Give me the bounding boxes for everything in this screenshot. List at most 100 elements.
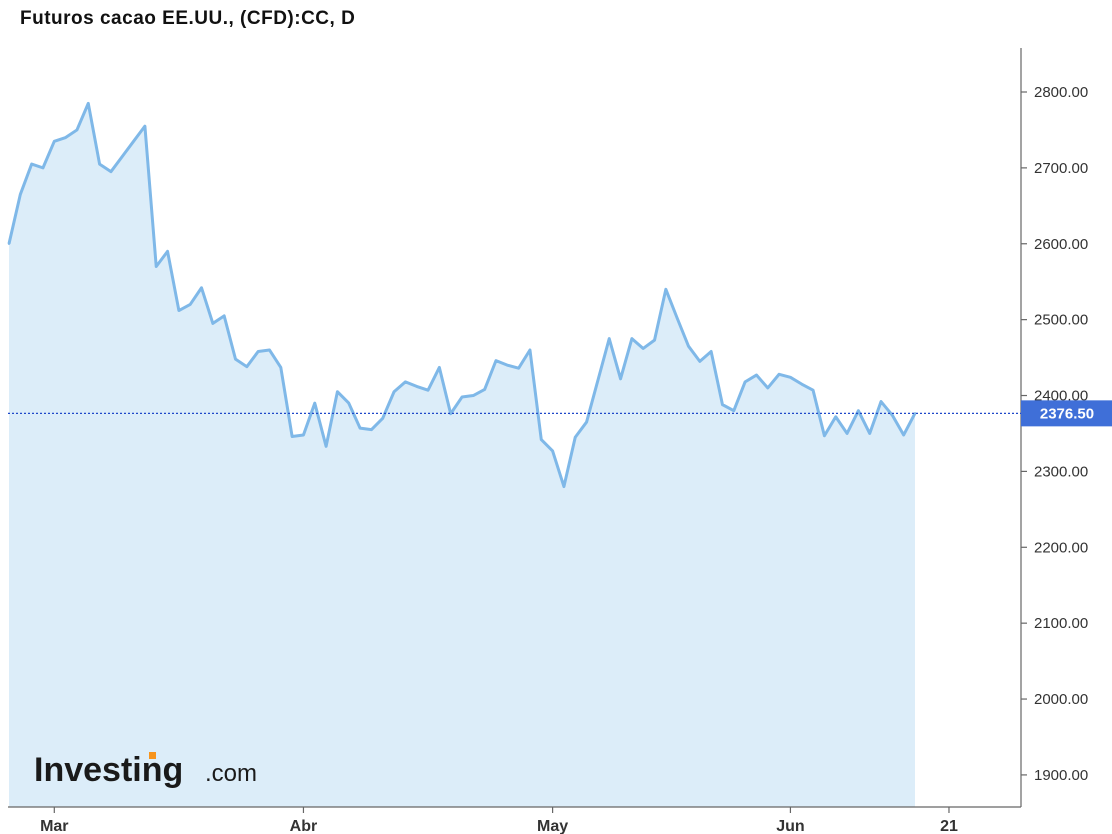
data-point xyxy=(630,337,634,340)
price-axis: 1900.00 2000.00 2100.00 2200.00 2300.00 2400.… xyxy=(1020,48,1088,807)
data-point xyxy=(653,338,656,342)
chart-title: Futuros cacao EE.UU., (CFD):CC, D xyxy=(20,8,356,29)
data-point xyxy=(868,432,871,435)
data-point xyxy=(381,417,384,420)
data-point xyxy=(528,348,532,352)
data-point xyxy=(98,162,101,166)
data-point xyxy=(75,128,79,132)
data-point xyxy=(279,366,282,369)
y-tick-label: 2200.00 xyxy=(1034,539,1088,556)
data-point xyxy=(268,348,271,352)
data-point xyxy=(540,438,543,441)
data-point xyxy=(483,388,486,391)
data-point xyxy=(415,385,418,388)
data-point xyxy=(155,265,158,268)
data-point xyxy=(132,140,135,143)
data-point xyxy=(857,409,860,412)
data-point xyxy=(211,322,215,325)
data-point xyxy=(313,401,316,405)
data-point xyxy=(19,193,22,196)
data-point xyxy=(732,409,735,412)
logo-suffix: .com xyxy=(205,760,257,787)
y-tick-label: 2400.00 xyxy=(1034,388,1088,405)
data-point xyxy=(426,389,430,392)
data-point xyxy=(472,394,475,397)
date-axis: Mar Abr May Jun 21 xyxy=(8,806,1021,834)
data-point xyxy=(721,403,724,406)
data-point xyxy=(664,288,668,291)
data-point xyxy=(811,389,815,392)
x-tick-label: May xyxy=(537,818,568,834)
data-point xyxy=(562,485,566,488)
data-point xyxy=(494,359,498,362)
y-tick-label: 2800.00 xyxy=(1034,84,1088,101)
data-point xyxy=(404,380,407,384)
data-point xyxy=(121,155,124,158)
data-point xyxy=(642,347,645,350)
data-point xyxy=(608,337,611,340)
data-point xyxy=(777,373,781,376)
data-point xyxy=(392,390,396,393)
data-point xyxy=(7,242,11,245)
data-point xyxy=(675,316,679,320)
data-point xyxy=(438,366,441,369)
y-tick-label: 1900.00 xyxy=(1034,767,1088,784)
data-point xyxy=(189,303,192,306)
data-point xyxy=(256,350,260,353)
data-point xyxy=(200,286,203,289)
data-point xyxy=(834,415,837,418)
data-point xyxy=(143,124,147,128)
data-point xyxy=(845,432,849,435)
data-point xyxy=(166,250,169,253)
data-point xyxy=(698,360,702,363)
y-tick-label: 2700.00 xyxy=(1034,160,1088,177)
data-point xyxy=(53,140,56,143)
data-point xyxy=(222,314,226,318)
data-point xyxy=(358,426,362,430)
data-point xyxy=(891,414,894,417)
logo-wordmark: Investing xyxy=(34,751,183,789)
data-point xyxy=(460,395,464,399)
data-point xyxy=(234,357,237,361)
data-point xyxy=(709,350,713,353)
area-fill xyxy=(9,103,915,807)
y-tick-label: 2300.00 xyxy=(1034,463,1088,480)
investing-logo: Investing .com xyxy=(34,751,257,789)
data-point xyxy=(823,434,826,437)
data-point xyxy=(551,449,554,453)
last-price-badge xyxy=(1021,400,1112,427)
plot-area xyxy=(7,101,917,807)
data-point xyxy=(574,436,577,439)
data-point xyxy=(347,401,350,405)
data-point xyxy=(370,428,373,431)
data-point xyxy=(913,412,917,415)
data-point xyxy=(902,433,905,437)
data-point xyxy=(177,309,181,312)
y-tick-label: 2500.00 xyxy=(1034,312,1088,329)
data-point xyxy=(290,435,294,438)
data-point xyxy=(449,412,452,415)
logo-dot xyxy=(149,752,156,759)
data-point xyxy=(585,420,588,424)
data-point xyxy=(800,382,803,386)
y-tick-label: 2100.00 xyxy=(1034,615,1088,632)
data-point xyxy=(766,386,769,390)
data-point xyxy=(109,170,113,173)
data-point xyxy=(687,345,690,348)
data-point xyxy=(596,379,600,382)
data-point xyxy=(755,373,758,377)
data-point xyxy=(336,390,339,393)
data-point xyxy=(324,445,328,448)
x-tick-label: Mar xyxy=(40,818,68,834)
data-point xyxy=(743,380,747,384)
y-tick-label: 2000.00 xyxy=(1034,691,1088,708)
y-tick-label: 2600.00 xyxy=(1034,236,1088,253)
data-point xyxy=(302,433,305,437)
data-point xyxy=(41,166,45,170)
data-point xyxy=(245,365,249,368)
x-tick-label: Jun xyxy=(776,818,804,834)
x-tick-label: Abr xyxy=(290,818,318,834)
last-price-marker: 2376.50 xyxy=(8,400,1112,427)
data-point xyxy=(87,102,90,105)
